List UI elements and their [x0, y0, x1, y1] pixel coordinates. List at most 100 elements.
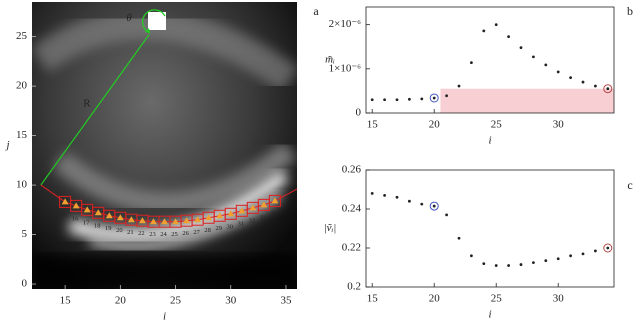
y-tick-label: 0 [356, 107, 362, 119]
x-tick-label: 15 [367, 293, 379, 305]
data-point [470, 61, 473, 65]
y-tick-label: 1×10⁻⁶ [329, 62, 362, 74]
y-tick-label: 5 [22, 228, 28, 240]
point-marker [61, 198, 69, 205]
plot-frame [365, 6, 615, 114]
plot-frame [365, 169, 615, 288]
data-point [470, 254, 473, 258]
x-tick-label: 30 [553, 293, 565, 305]
data-point [594, 84, 597, 88]
point-marker [194, 216, 202, 223]
point-marker [149, 218, 157, 225]
y-axis-label: m̃ᵢ [325, 54, 335, 66]
arc-segment [274, 188, 298, 202]
point-marker [183, 217, 191, 224]
point-label: 15 [61, 211, 68, 218]
x-tick-label: 20 [115, 295, 127, 307]
data-point [507, 35, 510, 38]
data-point [457, 84, 461, 88]
point-marker [205, 214, 213, 221]
point-marker [271, 197, 279, 204]
panel-label: c [627, 178, 632, 192]
data-point [445, 213, 448, 217]
highlight-ring [603, 243, 613, 253]
y-tick-label: 0.26 [342, 164, 362, 176]
data-point [581, 80, 585, 84]
x-tick-label: 30 [553, 119, 565, 131]
highlight-ring [603, 84, 613, 94]
data-point [569, 76, 572, 80]
data-point [432, 96, 436, 100]
x-tick-label: 20 [429, 293, 441, 305]
x-axis-label: i [163, 311, 166, 323]
data-point [370, 192, 374, 195]
data-point [482, 262, 486, 265]
point-marker [116, 214, 124, 221]
x-tick-label: 25 [170, 295, 182, 307]
y-tick-label: 2×10⁻⁶ [329, 18, 362, 30]
y-axis-label: j [4, 139, 9, 151]
point-label: 24 [160, 231, 167, 238]
shaded-region [440, 88, 614, 113]
x-tick-label: 20 [429, 119, 441, 131]
radius-label: R [83, 97, 91, 109]
point-marker [94, 209, 102, 216]
point-label: 21 [127, 229, 134, 236]
point-label: 17 [83, 219, 90, 226]
y-tick-label: 0.24 [342, 203, 362, 215]
data-point [395, 195, 399, 199]
point-marker [216, 212, 224, 219]
data-point [519, 46, 523, 50]
point-label: 30 [227, 223, 234, 230]
y-tick-label: 15 [16, 129, 28, 141]
point-label: 23 [149, 231, 156, 238]
point-marker [260, 201, 268, 208]
data-point [569, 254, 572, 258]
data-point [532, 261, 535, 265]
point-label: 31 [238, 220, 245, 227]
point-label: 22 [138, 230, 145, 237]
x-tick-label: 15 [367, 119, 379, 131]
highlight-ring [429, 93, 439, 103]
x-tick-label: 35 [280, 295, 292, 307]
point-marker [127, 216, 135, 223]
data-point [445, 94, 448, 98]
y-tick-label: 0.2 [347, 281, 361, 293]
data-point [606, 246, 610, 250]
x-axis-label: i [488, 309, 491, 321]
data-point [494, 23, 498, 27]
data-point [420, 97, 424, 101]
angle-label: θ [126, 12, 132, 24]
data-point [594, 249, 597, 253]
point-label: 19 [105, 225, 112, 232]
panel-label: b [627, 4, 633, 18]
point-label: 26 [182, 230, 189, 237]
point-marker [238, 207, 246, 214]
point-label: 34 [271, 210, 278, 217]
y-axis-label: |ṽᵢ| [324, 222, 337, 234]
panel-label: a [313, 4, 319, 18]
y-tick-label: 0 [22, 278, 28, 290]
heatmap-image [32, 2, 297, 289]
data-point [494, 264, 498, 267]
data-point [420, 202, 424, 206]
point-marker [227, 210, 235, 217]
y-tick-label: 20 [16, 80, 28, 92]
data-point [556, 70, 560, 74]
data-point [581, 252, 585, 256]
point-label: 28 [204, 227, 211, 234]
data-point [507, 264, 510, 267]
data-point [383, 193, 386, 197]
data-point [556, 257, 560, 261]
data-point [383, 98, 386, 102]
point-label: 33 [260, 214, 267, 221]
data-point [408, 199, 411, 203]
data-point [482, 29, 486, 33]
data-point [408, 97, 411, 101]
y-tick-label: 0.22 [342, 242, 361, 254]
data-point [370, 98, 374, 102]
data-point [432, 204, 436, 208]
point-label: 27 [193, 229, 200, 236]
point-marker [161, 218, 168, 225]
